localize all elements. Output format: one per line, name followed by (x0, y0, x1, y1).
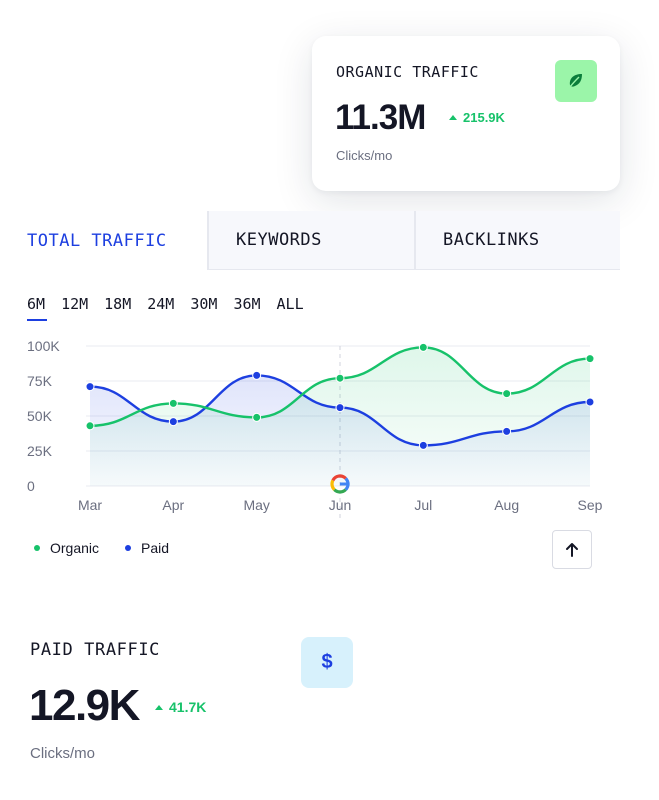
data-point-organic (502, 389, 512, 399)
x-tick-label: May (243, 497, 269, 513)
data-point-paid (168, 417, 178, 427)
google-icon (330, 474, 350, 494)
organic-traffic-value: 11.3M (335, 98, 426, 137)
paid-traffic-title: PAID TRAFFIC (30, 640, 161, 660)
x-tick-label: Aug (494, 497, 519, 513)
x-tick-label: Jun (329, 497, 352, 513)
dollar-icon: $ (301, 637, 353, 688)
range-18m[interactable]: 18M (104, 295, 132, 313)
organic-traffic-delta: 215.9K (449, 110, 505, 125)
organic-traffic-card: ORGANIC TRAFFIC 11.3M 215.9K Clicks/mo (312, 36, 620, 191)
paid-delta-value: 41.7K (169, 699, 207, 715)
scroll-up-button[interactable] (552, 530, 592, 569)
data-point-paid (335, 403, 345, 413)
legend-item-paid: Paid (125, 540, 169, 556)
data-point-organic (418, 342, 428, 352)
legend-label-organic: Organic (50, 540, 100, 556)
organic-delta-value: 215.9K (463, 110, 505, 125)
data-point-paid (418, 440, 428, 450)
data-point-paid (502, 426, 512, 436)
range-30m[interactable]: 30M (190, 295, 218, 313)
y-tick-label: 25K (27, 443, 53, 459)
trend-up-icon (449, 115, 457, 120)
range-12m[interactable]: 12M (61, 295, 89, 313)
legend-label-paid: Paid (141, 540, 170, 556)
y-tick-label: 50K (27, 408, 53, 424)
organic-traffic-title: ORGANIC TRAFFIC (336, 63, 479, 81)
paid-traffic-value: 12.9K (29, 681, 140, 730)
range-6m[interactable]: 6M (27, 295, 48, 321)
data-point-organic (335, 373, 345, 383)
data-point-paid (85, 382, 95, 392)
y-tick-label: 75K (27, 373, 53, 389)
x-tick-label: Jul (414, 497, 432, 513)
tab-keywords[interactable]: KEYWORDS (207, 211, 414, 270)
dollar-glyph: $ (321, 651, 333, 673)
y-tick-label: 0 (27, 478, 35, 494)
data-point-organic (85, 421, 95, 431)
tab-backlinks[interactable]: BACKLINKS (414, 211, 620, 270)
arrow-up-icon (566, 542, 578, 557)
x-tick-label: Apr (162, 497, 184, 513)
leaf-icon (555, 60, 597, 102)
chart-legend: Organic Paid (34, 540, 169, 556)
trend-up-icon (155, 704, 163, 710)
data-point-paid (252, 370, 262, 380)
data-point-organic (168, 398, 178, 408)
x-tick-label: Mar (78, 497, 102, 513)
organic-dot-icon (34, 545, 40, 551)
traffic-line-chart: 100K 75K 50K 25K 0 Mar Apr May Jun Jul Aug Sep (27, 338, 603, 520)
range-all[interactable]: ALL (276, 295, 304, 313)
legend-item-organic: Organic (34, 540, 99, 556)
data-point-organic (585, 354, 595, 364)
traffic-tabs: TOTAL TRAFFIC KEYWORDS BACKLINKS (0, 211, 620, 270)
organic-traffic-unit: Clicks/mo (336, 148, 393, 163)
data-point-paid (585, 397, 595, 407)
range-24m[interactable]: 24M (147, 295, 175, 313)
range-36m[interactable]: 36M (233, 295, 261, 313)
data-point-organic (252, 412, 262, 422)
series-area-organic (90, 347, 590, 486)
y-tick-label: 100K (27, 338, 60, 354)
tab-total-traffic[interactable]: TOTAL TRAFFIC (0, 211, 207, 270)
paid-traffic-unit: Clicks/mo (30, 745, 96, 762)
paid-traffic-delta: 41.7K (155, 699, 206, 715)
time-range-selector: 6M 12M 18M 24M 30M 36M ALL (27, 295, 320, 321)
paid-dot-icon (125, 545, 132, 551)
x-tick-label: Sep (578, 497, 603, 513)
